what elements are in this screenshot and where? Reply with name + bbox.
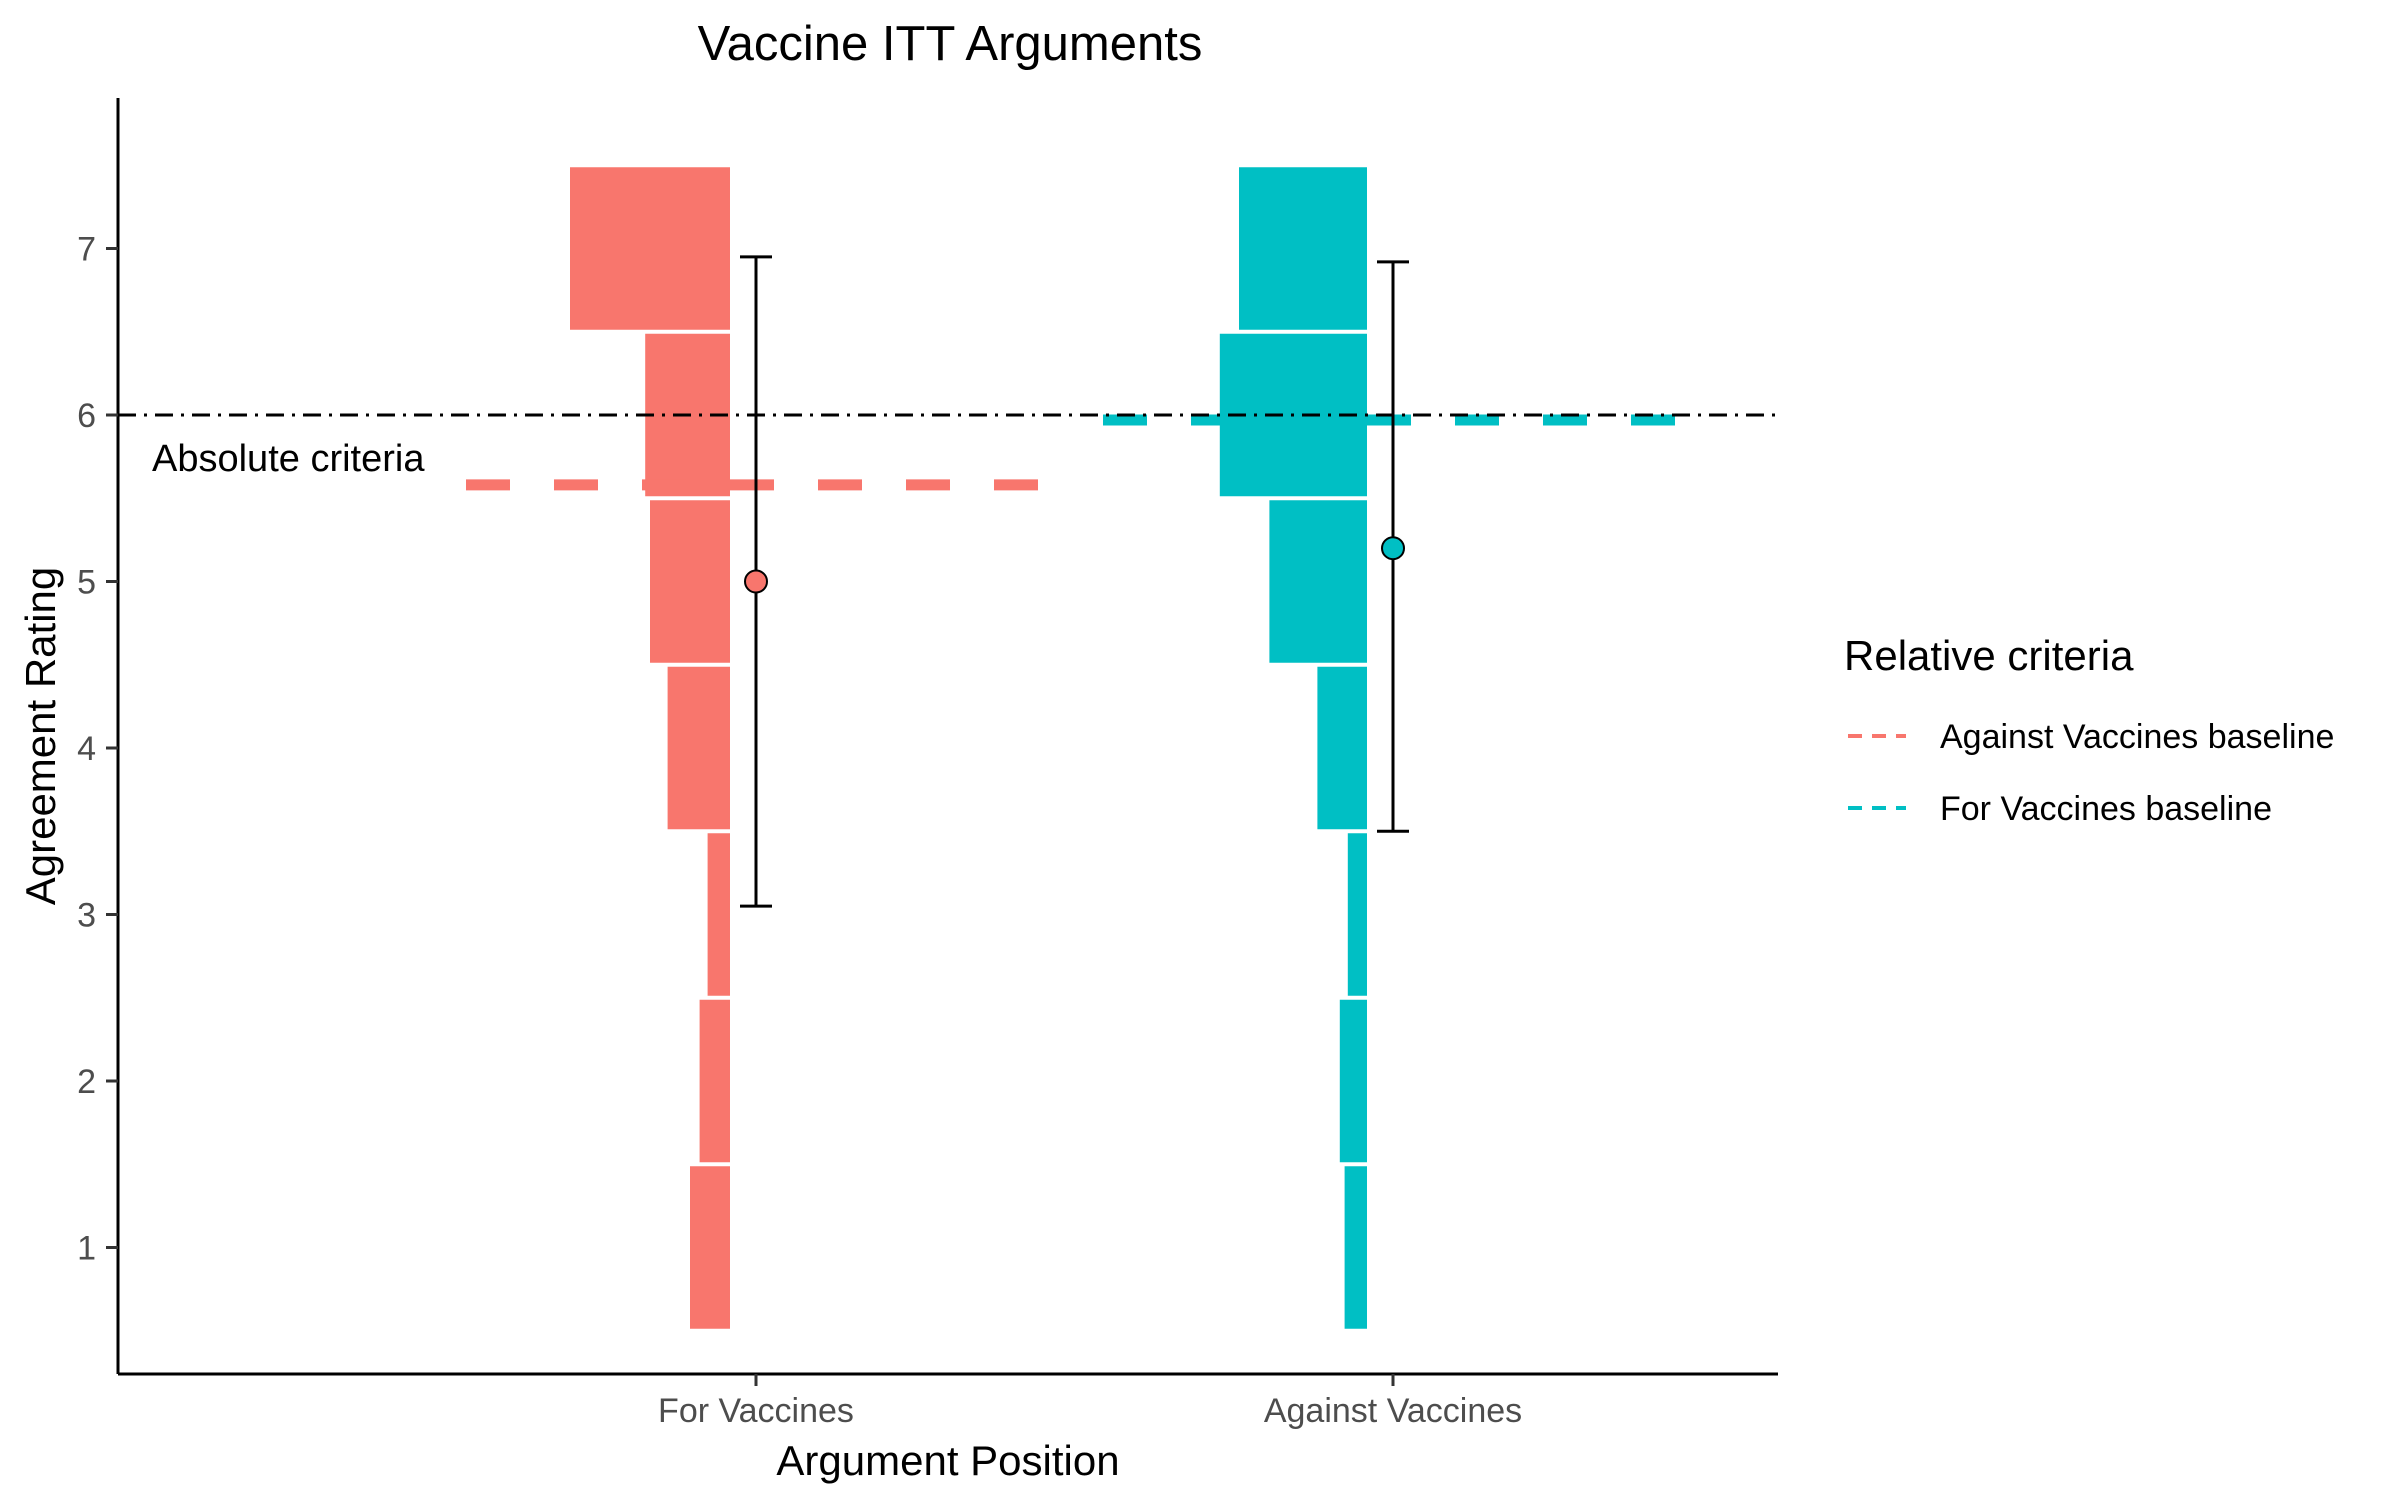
distribution-bar	[1347, 833, 1367, 996]
mean-point	[1381, 536, 1405, 561]
distribution-bar	[570, 167, 730, 330]
distribution-bar	[699, 999, 730, 1163]
y-axis-ticks: 1 2 3 4 5 6 7	[77, 231, 118, 1268]
distribution-bar	[707, 833, 730, 996]
y-tick-label: 3	[77, 897, 96, 935]
y-tick-label: 4	[77, 730, 96, 768]
y-tick-label: 6	[77, 397, 96, 435]
mean-point	[744, 569, 768, 594]
x-tick-label: Against Vaccines	[1264, 1392, 1522, 1430]
legend-label-for-baseline: For Vaccines baseline	[1940, 790, 2272, 828]
x-axis-title: Argument Position	[776, 1437, 1119, 1484]
y-tick-label: 2	[77, 1063, 96, 1101]
y-tick-label: 1	[77, 1230, 96, 1268]
x-axis-ticks: For Vaccines Against Vaccines	[658, 1374, 1522, 1430]
plot-area	[118, 167, 1778, 1329]
legend-title: Relative criteria	[1844, 632, 2134, 679]
y-tick-label: 7	[77, 231, 96, 269]
distribution-bar	[1317, 666, 1367, 830]
chart-title: Vaccine ITT Arguments	[698, 17, 1203, 71]
distribution-bar	[1339, 999, 1367, 1163]
y-axis-title: Agreement Rating	[17, 567, 64, 906]
distribution-bar	[667, 666, 730, 830]
distribution-bar	[1239, 167, 1367, 330]
distribution-bar	[1344, 1166, 1367, 1329]
distribution-bar	[1269, 500, 1367, 663]
x-tick-label: For Vaccines	[658, 1392, 854, 1430]
legend-label-against-baseline: Against Vaccines baseline	[1940, 718, 2334, 756]
absolute-criteria-label: Absolute criteria	[152, 438, 425, 480]
legend: Relative criteria Against Vaccines basel…	[1844, 632, 2334, 828]
distribution-bar	[650, 500, 730, 663]
distribution-bar	[690, 1166, 730, 1329]
y-tick-label: 5	[77, 564, 96, 602]
